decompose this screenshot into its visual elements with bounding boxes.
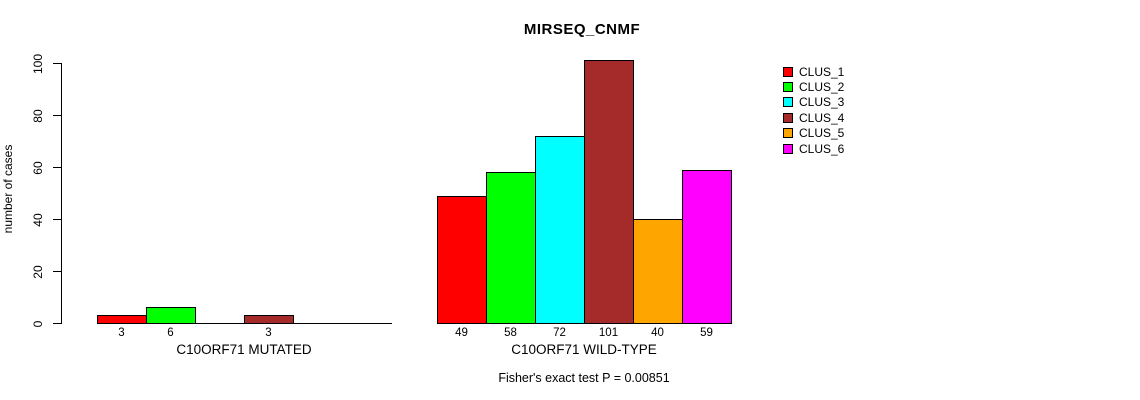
bar-value-label: 3	[265, 327, 272, 339]
legend-item: CLUS_6	[783, 141, 844, 156]
legend-label: CLUS_2	[799, 80, 845, 95]
bar-clus_5	[293, 323, 343, 324]
y-tick-label: 40	[31, 212, 45, 227]
legend-item: CLUS_5	[783, 126, 844, 141]
bar-value-label: 40	[651, 327, 664, 339]
chart-title: MIRSEQ_CNMF	[523, 21, 641, 38]
legend-label: CLUS_6	[799, 141, 845, 156]
y-tick-label: 20	[31, 264, 45, 279]
y-tick-mark	[53, 115, 61, 116]
bar-clus_2	[486, 172, 536, 324]
legend-item: CLUS_3	[783, 95, 844, 110]
bar-value-label: 6	[167, 327, 174, 339]
legend-swatch-icon	[783, 112, 793, 123]
legend-swatch-icon	[783, 66, 793, 77]
bar-value-label: 101	[598, 327, 619, 339]
y-tick-label: 80	[31, 108, 45, 123]
y-tick-mark	[53, 63, 61, 64]
bar-clus_6	[682, 170, 732, 324]
y-tick-label: 60	[31, 160, 45, 175]
bar-clus_3	[535, 136, 585, 324]
bar-clus_1	[97, 315, 147, 324]
bar-value-label: 72	[553, 327, 566, 339]
bar-clus_5	[633, 219, 683, 324]
bar-clus_4	[244, 315, 294, 324]
legend-swatch-icon	[783, 97, 793, 108]
y-axis-line	[61, 63, 62, 324]
legend: CLUS_1 CLUS_2 CLUS_3 CLUS_4 CLUS_5 CLUS_6	[783, 64, 844, 156]
y-tick-label: 0	[31, 320, 45, 327]
bar-clus_6	[342, 323, 392, 324]
bar-value-label: 58	[504, 327, 517, 339]
legend-label: CLUS_3	[799, 95, 845, 110]
legend-item: CLUS_1	[783, 64, 844, 79]
y-tick-mark	[53, 219, 61, 220]
legend-label: CLUS_1	[799, 64, 845, 79]
fisher-test-footnote: Fisher's exact test P = 0.00851	[498, 371, 670, 385]
bar-clus_4	[584, 60, 634, 324]
bar-clus_3	[195, 323, 245, 324]
x-group-label-mutated: C10ORF71 MUTATED	[176, 342, 312, 357]
bar-value-label: 49	[455, 327, 468, 339]
bar-clus_2	[146, 307, 196, 324]
bar-value-label: 59	[700, 327, 713, 339]
legend-label: CLUS_5	[799, 126, 845, 141]
legend-item: CLUS_2	[783, 79, 844, 94]
y-tick-mark	[53, 271, 61, 272]
y-tick-label: 100	[31, 53, 45, 74]
bar-clus_1	[437, 196, 487, 324]
x-group-label-wildtype: C10ORF71 WILD-TYPE	[511, 342, 657, 357]
bar-value-label: 3	[118, 327, 125, 339]
legend-swatch-icon	[783, 82, 793, 93]
legend-swatch-icon	[783, 128, 793, 139]
y-axis-title: number of cases	[1, 144, 15, 234]
y-tick-mark	[53, 167, 61, 168]
y-tick-mark	[53, 323, 61, 324]
legend-label: CLUS_4	[799, 110, 845, 125]
legend-swatch-icon	[783, 143, 793, 154]
legend-item: CLUS_4	[783, 110, 844, 125]
